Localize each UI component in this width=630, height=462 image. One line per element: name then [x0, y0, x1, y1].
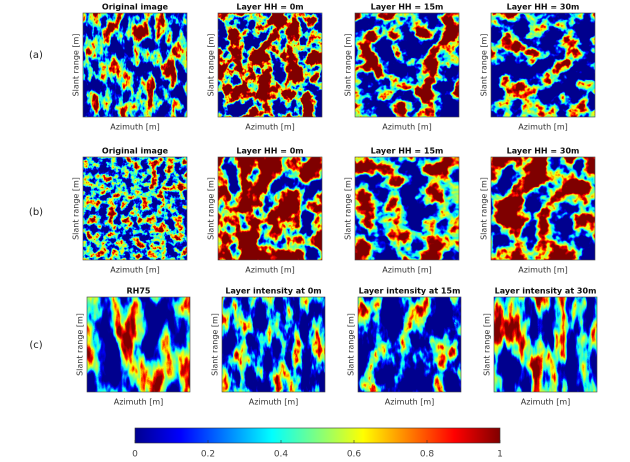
- heatmap-image: [491, 157, 595, 260]
- y-axis-label: Slant range [m]: [207, 34, 216, 97]
- x-axis-label: Azimuth [m]: [518, 123, 568, 132]
- panel-title: Layer HH = 15m: [371, 147, 444, 156]
- panel-title: Layer HH = 30m: [507, 3, 580, 12]
- panel-title: Layer intensity at 15m: [359, 287, 461, 296]
- y-axis-label: Slant range [m]: [480, 177, 489, 240]
- panel-title: Layer HH = 15m: [371, 3, 444, 12]
- y-axis-label: Slant range [m]: [344, 34, 353, 97]
- panel-title: Layer intensity at 30m: [495, 287, 597, 296]
- y-axis-label: Slant range [m]: [72, 177, 81, 240]
- row-label: (a): [29, 50, 43, 61]
- x-axis-label: Azimuth [m]: [114, 398, 164, 407]
- colorbar-tick-label: 0.4: [274, 450, 289, 460]
- x-axis-label: Azimuth [m]: [110, 123, 160, 132]
- heatmap-image: [83, 157, 187, 260]
- y-axis-label: Slant range [m]: [72, 34, 81, 97]
- panel-frame: [217, 156, 323, 261]
- heatmap-image: [218, 157, 322, 260]
- y-axis-label: Slant range [m]: [347, 313, 356, 376]
- panel-title: Layer intensity at 0m: [225, 287, 321, 296]
- heatmap-image: [87, 297, 190, 392]
- panel-frame: [354, 156, 460, 261]
- x-axis-label: Azimuth [m]: [521, 398, 571, 407]
- y-axis-label: Slant range [m]: [207, 177, 216, 240]
- panel-frame: [493, 296, 598, 393]
- heatmap-image: [218, 13, 322, 117]
- panel-frame: [86, 296, 191, 393]
- panel-title: Original image: [102, 3, 169, 12]
- panel-frame: [82, 12, 188, 118]
- panel-frame: [82, 156, 188, 261]
- y-axis-label: Slant range [m]: [483, 313, 492, 376]
- panel-title: Layer HH = 0m: [236, 147, 303, 156]
- panel-frame: [357, 296, 462, 393]
- panel-frame: [354, 12, 460, 118]
- panel-frame: [490, 156, 596, 261]
- heatmap-image: [222, 297, 325, 392]
- colorbar-tick-label: 0: [132, 450, 138, 460]
- colorbar-tick-label: 0.8: [420, 450, 435, 460]
- panel-frame: [217, 12, 323, 118]
- heatmap-image: [355, 157, 459, 260]
- y-axis-label: Slant range [m]: [76, 313, 85, 376]
- x-axis-label: Azimuth [m]: [245, 266, 295, 275]
- panel-frame: [490, 12, 596, 118]
- colorbar-tick-label: 0.6: [347, 450, 362, 460]
- y-axis-label: Slant range [m]: [211, 313, 220, 376]
- x-axis-label: Azimuth [m]: [382, 266, 432, 275]
- panel-title: Layer HH = 0m: [236, 3, 303, 12]
- x-axis-label: Azimuth [m]: [110, 266, 160, 275]
- x-axis-label: Azimuth [m]: [249, 398, 299, 407]
- row-label: (c): [29, 340, 42, 351]
- panel-frame: [221, 296, 326, 393]
- x-axis-label: Azimuth [m]: [385, 398, 435, 407]
- y-axis-label: Slant range [m]: [344, 177, 353, 240]
- colorbar-tick-label: 1: [497, 450, 503, 460]
- row-label: (b): [29, 207, 43, 218]
- heatmap-image: [491, 13, 595, 117]
- x-axis-label: Azimuth [m]: [382, 123, 432, 132]
- colorbar-tick-label: 0.2: [201, 450, 215, 460]
- panel-title: RH75: [127, 287, 151, 296]
- x-axis-label: Azimuth [m]: [245, 123, 295, 132]
- heatmap-image: [494, 297, 597, 392]
- heatmap-image: [358, 297, 461, 392]
- colorbar: [134, 427, 501, 444]
- panel-title: Layer HH = 30m: [507, 147, 580, 156]
- heatmap-image: [355, 13, 459, 117]
- heatmap-image: [83, 13, 187, 117]
- x-axis-label: Azimuth [m]: [518, 266, 568, 275]
- y-axis-label: Slant range [m]: [480, 34, 489, 97]
- panel-title: Original image: [102, 147, 169, 156]
